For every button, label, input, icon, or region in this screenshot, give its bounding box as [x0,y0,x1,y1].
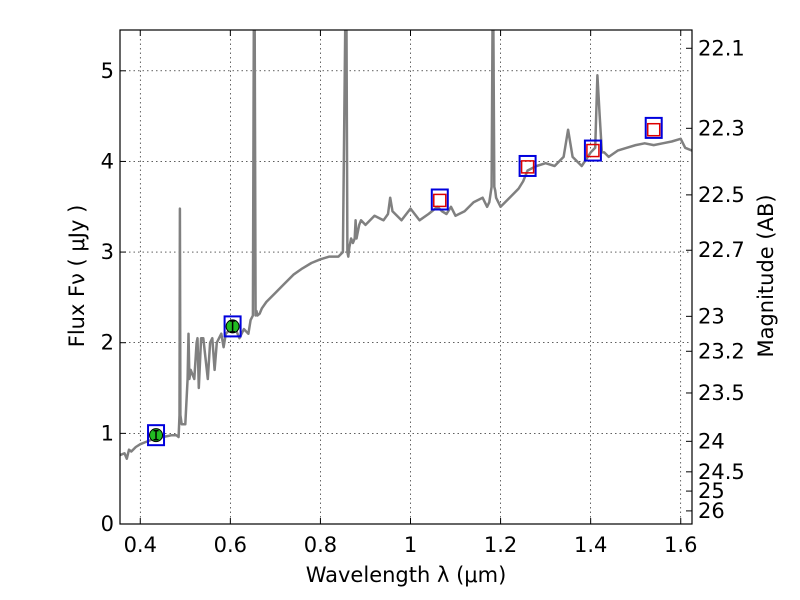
y-tick-label: 5 [101,59,114,83]
x-tick-label: 1.4 [574,533,607,557]
model-point [430,188,449,211]
y-tick-label: 2 [101,331,114,355]
y-axis-label: Flux Fν ( μJy ) [65,205,89,348]
plot-area [120,30,692,460]
upper-limit-point [520,160,535,174]
plot-frame [119,29,693,525]
y-tick-label: 1 [101,421,114,445]
mag-tick-label: 23.5 [698,381,745,405]
upper-limit-point [433,193,447,208]
spectrum-line [120,30,692,460]
x-tick-label: 1.6 [664,533,697,557]
mag-tick-label: 24.5 [698,460,745,484]
x-tick-label: 0.6 [214,533,247,557]
model-point [583,139,602,162]
upper-limit-point [586,143,600,158]
mag-tick-label: 22.3 [698,116,745,140]
x-axis-label: Wavelength λ (μm) [306,563,507,587]
mag-tick-label: 23.2 [698,339,745,363]
mag-tick-label: 24 [698,429,725,453]
model-point [147,424,166,447]
y-tick-label: 3 [101,240,114,264]
mag-tick-label: 25 [698,479,725,503]
mag-tick-label: 22.5 [698,183,745,207]
x-tick-label: 1.2 [484,533,517,557]
grid-lines [120,30,692,524]
model-point [223,315,242,338]
mag-tick-label: 26 [698,499,725,523]
y-tick-label: 0 [101,512,114,536]
mag-tick-label: 22.7 [698,238,745,262]
x-tick-label: 1 [404,533,417,557]
mag-tick-label: 23 [698,304,725,328]
axis-ticks: 0.4 0.6 0.8 1 1.2 1.4 1.601234522.122.322.522.… [101,30,745,557]
magnitude-axis-label: Magnitude (AB) [754,194,778,357]
y-tick-label: 4 [101,149,114,173]
model-point [644,116,663,139]
model-point [518,154,537,177]
upper-limit-point [646,122,661,137]
x-tick-label: 0.8 [304,533,337,557]
mag-tick-label: 22.1 [698,36,745,60]
x-tick-label: 0.4 [124,533,157,557]
